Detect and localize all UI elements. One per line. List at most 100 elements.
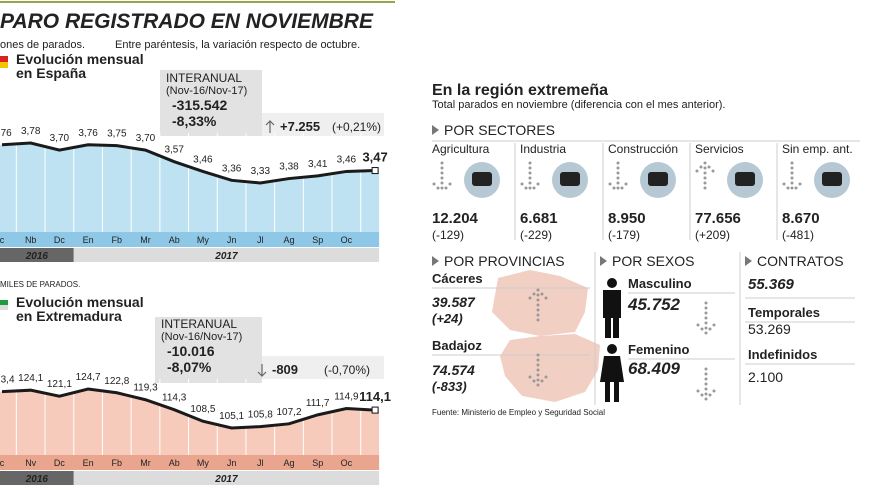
arrow-dot: [704, 326, 708, 330]
year-label: 2017: [214, 251, 238, 262]
section-heading: POR SEXOS: [612, 253, 694, 269]
bullet: [432, 125, 439, 135]
page-title: PARO REGISTRADO EN NOVIEMBRE: [0, 10, 374, 33]
section-heading: POR SECTORES: [444, 122, 555, 138]
arrow-dot: [620, 186, 624, 190]
monthly-value: -809: [272, 362, 298, 377]
arrow-dot: [616, 176, 620, 180]
box-period: (Nov-16/Nov-17): [166, 85, 247, 97]
box-value: -10.016: [167, 343, 215, 359]
arrow-dot: [536, 358, 540, 362]
arrow-dot: [536, 318, 540, 322]
data-label: 3,76: [78, 128, 98, 139]
sector-change: (-179): [608, 228, 640, 242]
arrow-dot: [532, 292, 536, 296]
arrow-dot: [790, 166, 794, 170]
data-label: 3,75: [107, 129, 127, 140]
arrow-dot: [696, 389, 700, 393]
sector-name: Industria: [520, 142, 566, 156]
x-tick-label: Ab: [169, 235, 180, 245]
x-tick-label: Sp: [312, 235, 323, 245]
data-label: 3,33: [251, 166, 271, 177]
data-label: 3,38: [279, 162, 299, 173]
section-subtitle: Total parados en noviembre (diferencia c…: [432, 99, 725, 111]
year-band: [73, 471, 380, 485]
arrow-dot: [704, 392, 708, 396]
x-tick-label: Nb: [25, 235, 37, 245]
arrow-dot: [790, 176, 794, 180]
arrow-dot: [432, 182, 436, 186]
province-name: Badajoz: [432, 338, 482, 353]
data-label: 121,1: [47, 379, 72, 390]
arrow-dot: [520, 182, 524, 186]
flag: [0, 56, 8, 62]
arrow-dot: [528, 296, 532, 300]
category-strip: [0, 455, 380, 470]
x-tick-label: Jl: [257, 458, 264, 468]
x-tick-label: Dc: [54, 458, 65, 468]
section-heading: POR PROVINCIAS: [444, 253, 565, 269]
arrow-dot: [704, 377, 708, 381]
x-tick-label: Ag: [283, 235, 294, 245]
year-label: 2017: [214, 474, 238, 485]
note: Entre paréntesis, la variación respecto …: [115, 39, 360, 51]
data-label: 108,5: [190, 404, 215, 415]
arrow-dot: [794, 186, 798, 190]
data-label: 123,4: [0, 375, 15, 386]
arrow-dot: [536, 298, 540, 302]
arrow-dot: [440, 161, 444, 165]
box-label: INTERANUAL: [161, 317, 237, 331]
province-value: 39.587: [432, 294, 476, 310]
arrow-dot: [536, 363, 540, 367]
arrow-dot: [616, 181, 620, 185]
arrow-dot: [544, 296, 548, 300]
arrow-dot: [528, 166, 532, 170]
section-heading: CONTRATOS: [757, 253, 844, 269]
line: [1, 387, 376, 430]
data-label: 3,46: [337, 154, 357, 165]
area: [0, 389, 380, 455]
contract-name: Temporales: [748, 305, 820, 320]
x-tick-label: c: [0, 458, 5, 468]
contracts-total: 55.369: [748, 276, 795, 293]
arrow-dot: [540, 292, 544, 296]
x-tick-label: Sp: [312, 458, 323, 468]
person-body: [603, 290, 621, 338]
arrow-dot: [444, 186, 448, 190]
sex-name: Masculino: [628, 276, 692, 291]
sector-glyph: [560, 172, 580, 186]
unit-note: ones de parados.: [0, 39, 85, 51]
sector-value: 8.950: [608, 210, 646, 227]
flag: [0, 300, 8, 305]
data-label: 3,41: [308, 159, 328, 170]
monthly-value: +7.255: [280, 119, 320, 134]
x-tick-label: Nv: [25, 458, 36, 468]
arrow-dot: [440, 166, 444, 170]
arrow-dot: [700, 327, 704, 331]
bullet: [745, 256, 752, 266]
arrow-dot: [703, 186, 707, 190]
monthly-box: [262, 113, 384, 136]
x-tick-label: Jn: [227, 235, 237, 245]
year-band: [0, 471, 74, 485]
sector-glyph: [648, 172, 668, 186]
chart-title: Evolución mensual: [16, 294, 144, 310]
arrow-dot: [695, 169, 699, 173]
arrow-dot: [704, 397, 708, 401]
person-head: [607, 344, 617, 354]
data-label: 111,7: [306, 398, 330, 409]
arrow-dot: [536, 182, 540, 186]
arrow-dot: [528, 171, 532, 175]
arrow-dot: [528, 181, 532, 185]
chart-title: en Extremadura: [16, 308, 122, 324]
arrow-dot: [703, 171, 707, 175]
x-tick-label: Oc: [341, 458, 353, 468]
x-tick-label: Ab: [169, 458, 180, 468]
box-period: (Nov-16/Nov-17): [161, 331, 242, 343]
data-label: 114,1: [359, 389, 391, 404]
x-tick-label: Jl: [257, 235, 264, 245]
bullet: [600, 256, 607, 266]
x-tick-label: c: [0, 235, 5, 245]
person-head: [607, 278, 617, 288]
